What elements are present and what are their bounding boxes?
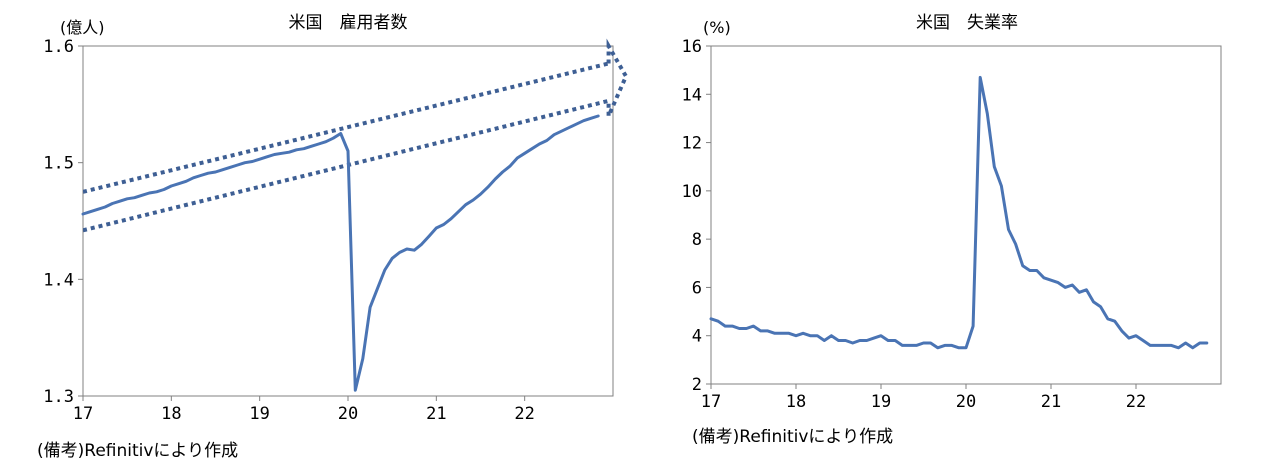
employment-chart: 米国 雇用者数 (億人) 1.3 1.4 1.5 1.6 17 18 19 20 21 22 (…: [37, 13, 629, 461]
series-line-0: [709, 75, 1209, 350]
y-tick-label: 2: [692, 375, 702, 395]
x-tick-label: 19: [871, 392, 891, 412]
x-tick-label: 21: [426, 404, 446, 424]
source-note: (備考)Refinitivにより作成: [692, 427, 893, 447]
y-tick-label: 1.5: [43, 154, 74, 174]
x-tick-label: 19: [249, 404, 269, 424]
x-tick-label: 17: [73, 404, 93, 424]
y-tick-label: 10: [682, 182, 702, 202]
y-tick-label: 4: [692, 327, 702, 347]
y-tick-label: 6: [692, 278, 702, 298]
y-unit-label: (%): [703, 18, 731, 37]
source-note: (備考)Refinitivにより作成: [37, 441, 238, 461]
y-tick-label: 8: [692, 230, 702, 250]
y-tick-label: 12: [682, 134, 702, 154]
x-tick-label: 20: [338, 404, 358, 424]
x-tick-label: 20: [956, 392, 976, 412]
trend-band: [83, 61, 610, 233]
x-tick-label: 21: [1041, 392, 1061, 412]
y-unit-label: (億人): [60, 18, 105, 37]
x-tick-label: 17: [701, 392, 721, 412]
plot-area: [82, 45, 614, 397]
unemployment-chart: 米国 失業率 (%) 2 4 6 8 10 12 14 16 17 18 19 20 21 22 (備考…: [682, 13, 1222, 447]
y-tick-label: 1.4: [43, 270, 74, 290]
series-line-0: [81, 114, 600, 392]
y-tick-label: 1.6: [43, 37, 74, 57]
y-tick-label: 14: [682, 85, 702, 105]
trend-band-upper: [83, 61, 610, 194]
trend-band-arrowhead: [606, 38, 629, 117]
plot-area: [710, 45, 1222, 385]
x-tick-label: 22: [514, 404, 534, 424]
trend-band-lower: [83, 98, 610, 233]
y-tick-label: 1.3: [43, 387, 74, 407]
y-tick-label: 16: [682, 37, 702, 57]
x-tick-label: 22: [1126, 392, 1146, 412]
chart-title: 米国 雇用者数: [289, 13, 408, 33]
x-tick-label: 18: [161, 404, 181, 424]
x-tick-label: 18: [786, 392, 806, 412]
chart-title: 米国 失業率: [916, 13, 1018, 33]
